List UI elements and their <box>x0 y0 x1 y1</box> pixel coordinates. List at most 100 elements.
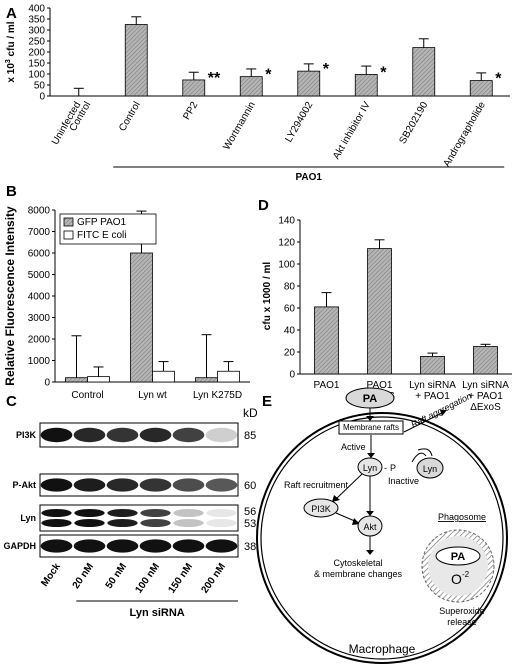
chart-a-category-label: Control <box>117 100 143 133</box>
blot-row-label: Lyn <box>20 513 36 523</box>
chart-a-bar <box>124 24 148 97</box>
chart-a-y-tick-label: 300 <box>28 26 45 37</box>
superoxide-charge: -2 <box>462 570 470 579</box>
blot-row-label: PI3K <box>16 430 37 440</box>
chart-d-category-label: Lyn siRNA <box>462 380 509 391</box>
blot-unit: kD <box>243 406 258 420</box>
chart-d-y-tick-label: 40 <box>284 326 296 337</box>
blot-band <box>173 509 204 517</box>
blot-band <box>40 478 73 492</box>
chart-d-y-tick-label: 20 <box>284 348 296 359</box>
chart-a-category-label: Wortmannin <box>221 100 257 152</box>
blot-band <box>74 509 105 517</box>
inactive-label: Inactive <box>388 476 419 486</box>
chart-d-category-label: Lyn siRNA <box>409 380 456 391</box>
chart-a-y-tick-label: 400 <box>28 4 45 15</box>
blot-lane-label: 50 nM <box>104 561 129 591</box>
chart-b-bar <box>130 252 153 383</box>
chart-a-bar <box>412 47 436 97</box>
blot-band <box>205 539 238 553</box>
chart-d: 0 20 40 60 80 100 120 140 cfu x 1000 / ml PAO1 PAO… <box>262 216 512 413</box>
chart-b-category-label: Lyn K275D <box>193 390 242 401</box>
chart-b-bar <box>65 377 88 383</box>
blot-band <box>106 427 139 443</box>
chart-d-y-tick-label: 120 <box>278 238 295 249</box>
chart-a-y-tick-label: 350 <box>28 15 45 26</box>
chart-b-y-tick-label: 8000 <box>28 206 51 217</box>
blot-row-frame <box>39 422 239 448</box>
panel-label-e: E <box>262 393 272 410</box>
lyn-to-akt-arrowhead <box>366 511 374 516</box>
blot-band <box>74 519 105 527</box>
chart-a-category-label: SB202190 <box>397 100 430 146</box>
inactivation-arrow <box>411 452 427 463</box>
chart-b-legend-swatch <box>63 217 74 227</box>
chart-a-y-tick-label: 0 <box>39 92 45 103</box>
blot-band <box>40 427 73 443</box>
blot-band <box>172 539 205 553</box>
lyn-to-pi3k-arrow <box>335 473 363 500</box>
blot-band <box>172 478 205 492</box>
pa-arrowhead <box>366 416 374 421</box>
pi3k-node <box>303 498 339 518</box>
blot-band <box>73 427 106 443</box>
superoxide-symbol: O <box>451 571 462 587</box>
chart-b-y-label: Relative Fluorescence Intensity <box>3 206 17 386</box>
raft-aggregation-arrow <box>403 411 445 433</box>
chart-a-bar <box>297 70 321 97</box>
phagosome-lumen <box>428 536 488 596</box>
pa-label: PA <box>363 393 378 405</box>
membrane-changes-label: & membrane changes <box>314 569 403 579</box>
chart-b-y-tick-label: 5000 <box>28 270 51 281</box>
panel-label-a: A <box>6 5 17 22</box>
chart-b-bar <box>195 377 218 383</box>
blot-kd-marker: 53 <box>244 518 256 530</box>
superoxide-release-label: release <box>447 617 477 627</box>
active-label: Active <box>341 442 366 452</box>
chart-d-bar <box>367 248 392 375</box>
chart-b-y-tick-label: 2000 <box>28 335 51 346</box>
blot-band <box>41 519 72 527</box>
chart-a-y-tick-label: 100 <box>28 70 45 81</box>
chart-d-category-label: PAO1 <box>367 380 393 391</box>
chart-a-significance: * <box>380 64 387 81</box>
panel-label-b: B <box>6 183 17 200</box>
blot-band <box>139 427 172 443</box>
blot-band <box>172 427 205 443</box>
akt-label: Akt <box>363 522 377 532</box>
chart-d-y-tick-label: 60 <box>284 304 296 315</box>
blot-band <box>41 509 72 517</box>
blot-band <box>139 478 172 492</box>
panel-label-c: C <box>6 393 17 410</box>
blot-lane-label: 20 nM <box>71 561 96 591</box>
lyn-to-pi3k-arrowhead <box>332 495 340 502</box>
blot-row-label: P-Akt <box>12 480 36 490</box>
rafts-to-lyn-arrowhead <box>367 453 375 458</box>
chart-b-bar <box>217 370 240 383</box>
raft-recruitment-label: Raft recruitment <box>284 480 349 490</box>
chart-b-bar <box>152 370 175 383</box>
chart-a-category-label: PP2 <box>181 100 200 122</box>
chart-d-bar <box>473 346 498 375</box>
blot-lane-label: Mock <box>39 561 63 589</box>
macrophage-outer-membrane <box>256 412 508 664</box>
lyn-active-label: Lyn <box>363 463 377 473</box>
chart-b-legend-swatch <box>63 230 74 240</box>
chart-b-y-tick-label: 1000 <box>28 356 51 367</box>
chart-d-y-tick-label: 80 <box>284 282 296 293</box>
macrophage-label: Macrophage <box>349 642 416 656</box>
blot-row-label: GAPDH <box>3 541 36 551</box>
chart-a-y-tick-label: 50 <box>34 81 46 92</box>
chart-a-group-label: PAO1 <box>296 172 323 183</box>
chart-a-bar <box>354 74 378 97</box>
blot-band <box>140 509 171 517</box>
phagosome-pa-label: PA <box>451 551 466 563</box>
chart-b: 0 1000 2000 3000 4000 5000 6000 7000 8000 Relativ… <box>3 206 250 401</box>
membrane-rafts-box <box>338 420 404 435</box>
blot-lane-label: 100 nM <box>133 561 161 595</box>
blot-kd-marker: 38 <box>244 541 256 553</box>
pi3k-label: PI3K <box>311 504 331 514</box>
chart-a-significance: ** <box>208 70 221 87</box>
chart-a-category-label: LY294002 <box>283 100 315 145</box>
